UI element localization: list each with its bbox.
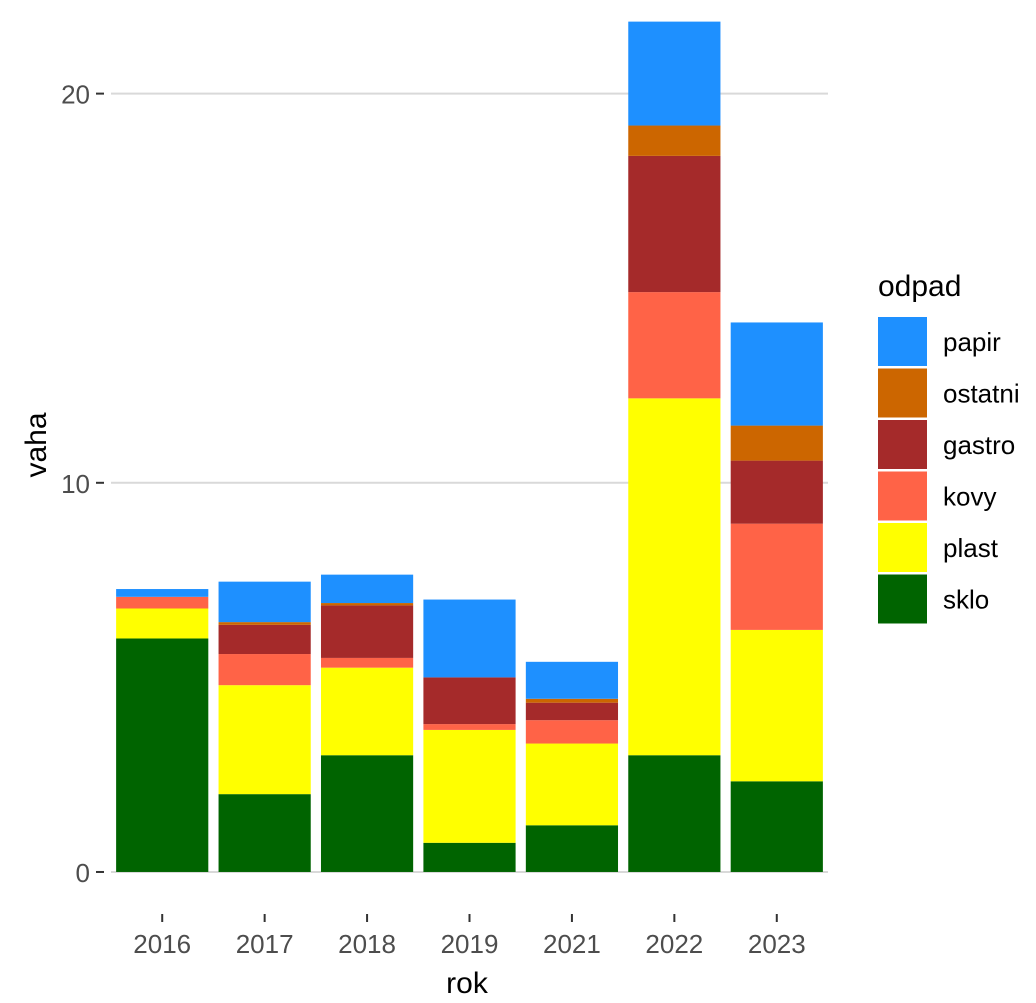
- legend-label-kovy: kovy: [943, 482, 996, 512]
- bar-segment-kovy: [628, 292, 721, 399]
- bar-segment-ostatni: [525, 698, 619, 703]
- bar-segment-plast: [320, 667, 414, 756]
- bar-segment-ostatni: [730, 425, 823, 461]
- legend-key-plast: [878, 523, 927, 572]
- x-tick-label: 2017: [236, 929, 294, 959]
- legend-label-papir: papir: [943, 327, 1001, 357]
- bar-segment-ostatni: [218, 622, 311, 625]
- legend-label-ostatni: ostatni: [943, 379, 1020, 409]
- legend-title: odpad: [878, 270, 961, 303]
- bars-layer: [116, 21, 823, 872]
- x-axis-title: rok: [446, 967, 489, 998]
- legend-label-sklo: sklo: [943, 585, 989, 615]
- x-tick-label: 2022: [645, 929, 703, 959]
- x-tick-label: 2021: [543, 929, 601, 959]
- bar-segment-plast: [730, 629, 823, 782]
- legend-key-ostatni: [878, 368, 927, 418]
- legend-label-plast: plast: [943, 533, 999, 563]
- bar-segment-plast: [628, 398, 721, 756]
- bar-segment-kovy: [730, 523, 823, 630]
- bar-segment-papir: [218, 581, 311, 623]
- y-axis-title: vaha: [20, 412, 53, 477]
- bar-segment-plast: [116, 608, 209, 639]
- bar-segment-sklo: [116, 638, 209, 872]
- bar-segment-sklo: [218, 794, 311, 872]
- bar-segment-kovy: [116, 596, 209, 609]
- y-tick-label: 10: [61, 469, 90, 499]
- bar-segment-kovy: [525, 720, 619, 744]
- legend-key-kovy: [878, 471, 927, 521]
- legend-items: papir ostatni gastro kovy plast sklo: [878, 317, 1020, 624]
- bar-segment-papir: [730, 322, 823, 426]
- legend-key-papir: [878, 317, 927, 366]
- legend-key-gastro: [878, 420, 927, 469]
- x-tick-label: 2018: [338, 929, 396, 959]
- legend: odpad papir ostatni gastro kovy plast sklo: [878, 270, 1020, 624]
- bar-segment-plast: [218, 685, 311, 795]
- x-tick-label: 2023: [748, 929, 806, 959]
- bar-segment-kovy: [218, 654, 311, 686]
- legend-key-sklo: [878, 574, 927, 624]
- bar-segment-gastro: [320, 605, 414, 658]
- legend-label-gastro: gastro: [943, 430, 1015, 460]
- bar-segment-papir: [628, 21, 721, 126]
- bar-segment-sklo: [628, 755, 721, 872]
- bar-segment-kovy: [320, 657, 414, 668]
- bar-segment-papir: [525, 661, 619, 699]
- bar-segment-sklo: [525, 825, 619, 872]
- bar-segment-gastro: [730, 460, 823, 524]
- bar-segment-papir: [320, 574, 414, 604]
- x-tick-label: 2016: [133, 929, 191, 959]
- bar-segment-gastro: [628, 155, 721, 293]
- bar-segment-kovy: [423, 724, 516, 730]
- x-tick-label: 2019: [441, 929, 499, 959]
- bar-segment-ostatni: [320, 603, 414, 606]
- y-tick-label: 20: [61, 80, 90, 110]
- bar-segment-sklo: [730, 781, 823, 872]
- bar-segment-sklo: [423, 842, 516, 872]
- bar-segment-plast: [423, 729, 516, 843]
- bar-segment-papir: [116, 589, 209, 597]
- bar-segment-ostatni: [628, 125, 721, 156]
- y-tick-label: 0: [76, 858, 90, 888]
- bar-segment-sklo: [320, 755, 414, 872]
- bar-segment-gastro: [525, 702, 619, 721]
- bar-segment-plast: [525, 743, 619, 826]
- bar-segment-gastro: [423, 677, 516, 725]
- bar-segment-papir: [423, 599, 516, 678]
- bar-segment-gastro: [218, 624, 311, 655]
- axis-layer: 0 10 20 2016 2017 2018 2019 2021 2022 2023: [61, 80, 806, 959]
